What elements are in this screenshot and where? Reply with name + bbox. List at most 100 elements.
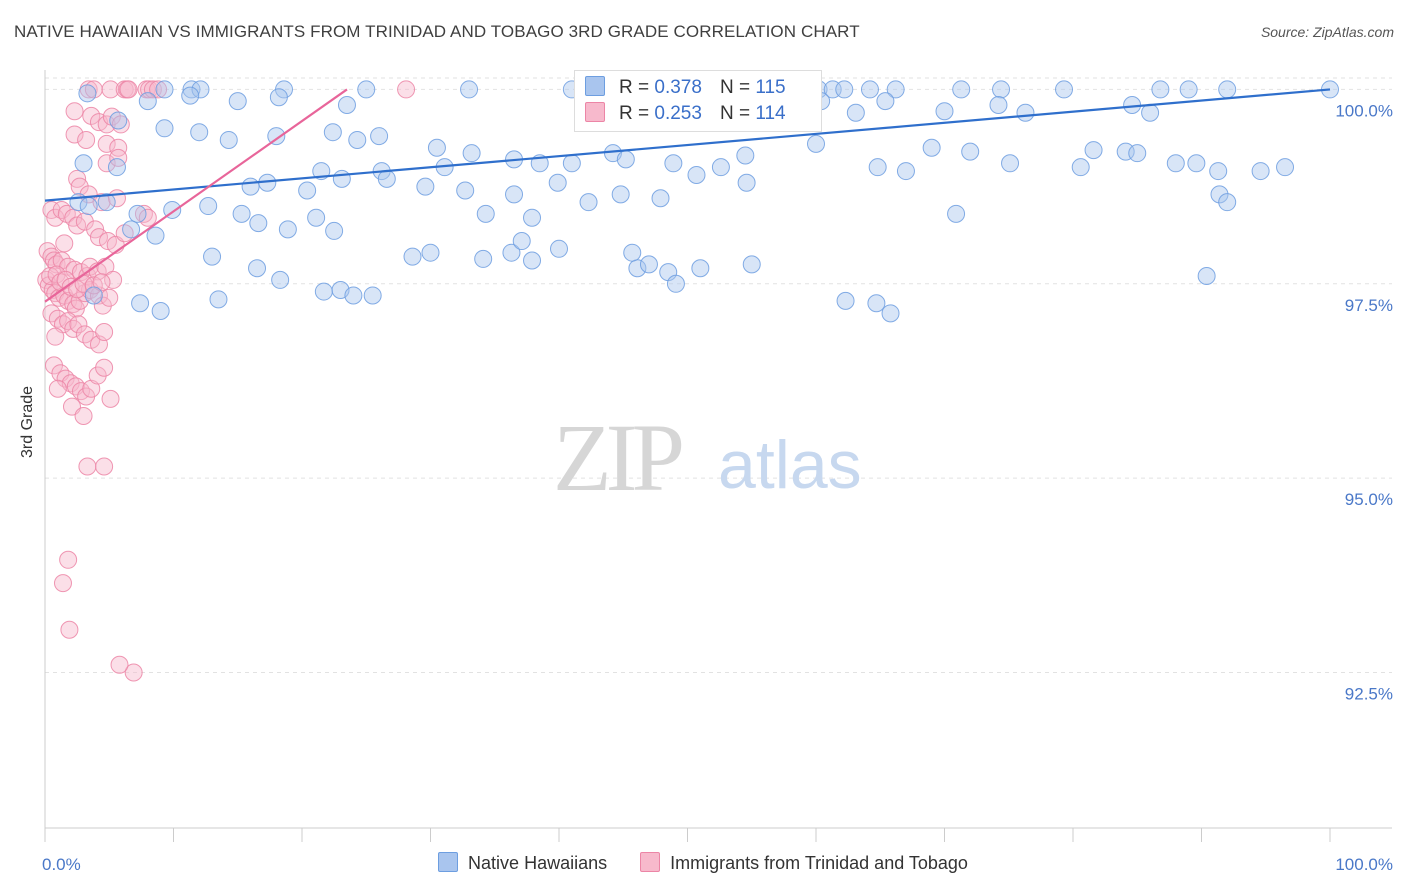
- point-trinidad-tobago: [59, 550, 78, 569]
- point-native-hawaiians: [639, 255, 658, 274]
- point-native-hawaiians: [691, 259, 710, 278]
- point-trinidad-tobago: [55, 234, 74, 253]
- point-trinidad-tobago: [397, 80, 416, 99]
- axes: [44, 70, 1392, 842]
- point-native-hawaiians: [711, 158, 730, 177]
- stats-r-value: 0.253: [654, 103, 702, 124]
- point-trinidad-tobago: [82, 379, 101, 398]
- point-native-hawaiians: [122, 220, 141, 239]
- point-native-hawaiians: [203, 247, 222, 266]
- point-native-hawaiians: [886, 80, 905, 99]
- point-native-hawaiians: [1055, 80, 1074, 99]
- point-native-hawaiians: [512, 232, 531, 251]
- point-native-hawaiians: [846, 103, 865, 122]
- point-native-hawaiians: [1071, 158, 1090, 177]
- point-native-hawaiians: [232, 204, 251, 223]
- chart-title: NATIVE HAWAIIAN VS IMMIGRANTS FROM TRINI…: [14, 22, 860, 41]
- point-native-hawaiians: [128, 204, 147, 223]
- point-native-hawaiians: [867, 294, 886, 313]
- point-native-hawaiians: [1166, 154, 1185, 173]
- point-trinidad-tobago: [95, 322, 114, 341]
- point-trinidad-tobago: [95, 358, 114, 377]
- series-trinidad-tobago: [37, 80, 416, 682]
- point-native-hawaiians: [298, 181, 317, 200]
- point-native-hawaiians: [881, 304, 900, 323]
- point-trinidad-tobago: [110, 655, 129, 674]
- point-native-hawaiians: [131, 294, 150, 313]
- legend-item-native-hawaiians[interactable]: Native Hawaiians: [438, 852, 607, 874]
- point-native-hawaiians: [579, 193, 598, 212]
- point-trinidad-tobago: [92, 273, 111, 292]
- point-trinidad-tobago: [104, 270, 123, 289]
- legend-swatch-blue: [438, 852, 459, 872]
- point-native-hawaiians: [416, 177, 435, 196]
- legend-label: Native Hawaiians: [468, 853, 608, 873]
- point-native-hawaiians: [325, 221, 344, 240]
- point-trinidad-tobago: [100, 288, 119, 307]
- point-native-hawaiians: [462, 144, 481, 163]
- point-native-hawaiians: [109, 111, 128, 130]
- point-native-hawaiians: [78, 84, 97, 103]
- point-native-hawaiians: [241, 177, 260, 196]
- point-native-hawaiians: [1218, 80, 1237, 99]
- point-native-hawaiians: [666, 274, 685, 293]
- point-native-hawaiians: [107, 158, 126, 177]
- point-native-hawaiians: [807, 134, 825, 153]
- point-native-hawaiians: [146, 226, 165, 245]
- y-tick-label: 95.0%: [1345, 490, 1393, 509]
- point-native-hawaiians: [989, 95, 1008, 114]
- point-native-hawaiians: [562, 154, 581, 173]
- point-trinidad-tobago: [53, 574, 72, 593]
- trend-line-trinidad-tobago: [44, 88, 348, 303]
- stats-row-trinidad-tobago: R = 0.253 N = 114: [585, 102, 786, 126]
- point-native-hawaiians: [357, 80, 376, 99]
- point-native-hawaiians: [742, 255, 761, 274]
- point-trinidad-tobago: [149, 80, 168, 99]
- stats-n-value: 115: [755, 77, 786, 98]
- point-native-hawaiians: [1187, 154, 1206, 173]
- point-native-hawaiians: [961, 142, 980, 161]
- y-tick-label: 92.5%: [1345, 685, 1393, 704]
- point-native-hawaiians: [548, 173, 567, 192]
- series-native-hawaiians: [69, 80, 1339, 323]
- point-trinidad-tobago: [97, 134, 116, 153]
- point-native-hawaiians: [1016, 103, 1035, 122]
- point-trinidad-tobago: [97, 154, 116, 173]
- point-native-hawaiians: [1179, 80, 1198, 99]
- point-native-hawaiians: [992, 80, 1011, 99]
- y-tick-label: 97.5%: [1345, 296, 1393, 315]
- point-native-hawaiians: [1197, 267, 1216, 286]
- x-tick-label-min: 0.0%: [42, 855, 81, 874]
- point-native-hawaiians: [1001, 154, 1020, 173]
- point-trinidad-tobago: [46, 327, 65, 346]
- point-native-hawaiians: [138, 92, 157, 111]
- trend-line-native-hawaiians: [44, 88, 1331, 202]
- point-native-hawaiians: [155, 80, 174, 99]
- point-native-hawaiians: [323, 123, 342, 142]
- legend-label: Immigrants from Trinidad and Tobago: [670, 853, 968, 873]
- point-native-hawaiians: [97, 193, 116, 212]
- stats-r-label: R =: [619, 103, 650, 124]
- legend-item-trinidad-tobago[interactable]: Immigrants from Trinidad and Tobago: [640, 852, 968, 874]
- point-native-hawaiians: [427, 138, 446, 157]
- point-native-hawaiians: [737, 173, 756, 192]
- point-native-hawaiians: [1276, 158, 1295, 177]
- point-native-hawaiians: [191, 80, 210, 99]
- legend-swatch-pink: [640, 852, 661, 872]
- point-trinidad-tobago: [60, 620, 79, 639]
- stats-n-value: 114: [755, 103, 786, 124]
- trend-lines: [44, 88, 1331, 303]
- point-native-hawaiians: [1116, 142, 1135, 161]
- point-trinidad-tobago: [69, 315, 88, 334]
- stats-swatch-pink: [585, 102, 605, 122]
- point-trinidad-tobago: [109, 138, 128, 157]
- y-tick-label: 100.0%: [1335, 101, 1393, 120]
- point-native-hawaiians: [403, 247, 422, 266]
- point-native-hawaiians: [199, 197, 218, 216]
- point-native-hawaiians: [271, 270, 290, 289]
- point-native-hawaiians: [460, 80, 479, 99]
- legend: Native Hawaiians Immigrants from Trinida…: [0, 852, 1406, 874]
- point-native-hawaiians: [687, 165, 706, 184]
- point-native-hawaiians: [84, 286, 103, 305]
- point-native-hawaiians: [307, 208, 326, 227]
